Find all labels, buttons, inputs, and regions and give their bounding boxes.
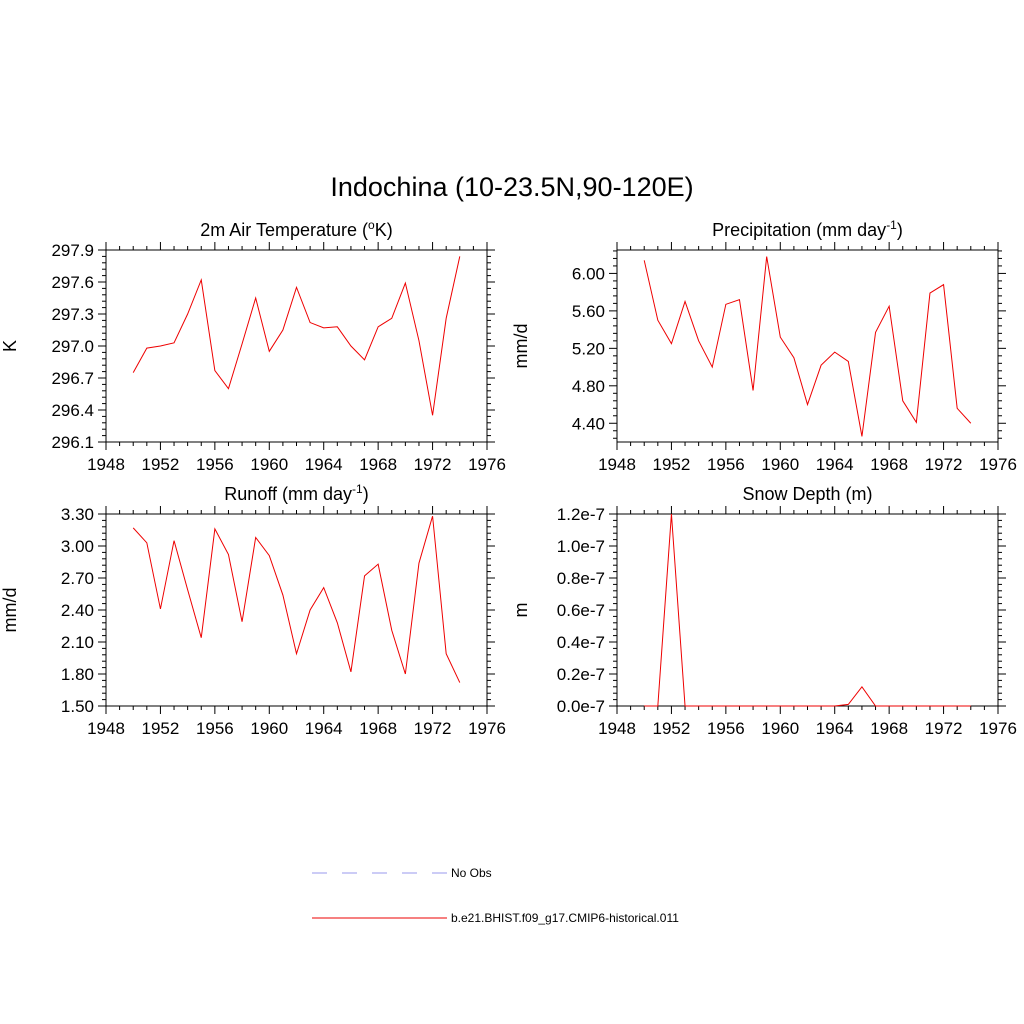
x-tick-label: 1948 [87, 455, 125, 474]
panels: 2m Air Temperature (oK)1948 1952 1956 1960 1… [0, 218, 1017, 738]
x-tick-label: 1972 [925, 719, 963, 738]
y-axis-label: m [511, 603, 531, 618]
y-tick-label: 297.9 [51, 241, 94, 260]
x-tick-label: 1960 [250, 719, 288, 738]
y-tick-label: 1.50 [61, 697, 94, 716]
y-tick-label: 2.70 [61, 569, 94, 588]
plot-frame [105, 249, 488, 443]
y-tick-label: 0.2e-7 [557, 665, 605, 684]
x-tick-label: 1948 [87, 719, 125, 738]
panel-title-main: 2m Air Temperature ( [200, 220, 368, 240]
y-axis-label: mm/d [0, 588, 20, 633]
y-tick-label: 1.2e-7 [557, 505, 605, 524]
y-tick-label: 0.6e-7 [557, 601, 605, 620]
x-tick-label: 1972 [414, 719, 452, 738]
panel-runoff: Runoff (mm day-1) 1948 1952 1956 1960 1964 196… [0, 482, 506, 738]
series-line [643, 256, 972, 437]
x-tick-label: 1956 [196, 719, 234, 738]
legend: No Obs b.e21.BHIST.f09_g17.CMIP6-historic… [312, 866, 679, 925]
y-tick-label: 296.7 [51, 369, 94, 388]
x-tick-label: 1952 [653, 455, 691, 474]
y-tick-label: 1.80 [61, 665, 94, 684]
y-tick-label: 5.60 [572, 302, 605, 321]
y-tick-label: 297.3 [51, 305, 94, 324]
panel-precipitation: Precipitation (mm day-1) 1948 1952 1956 1960… [511, 218, 1017, 474]
x-tick-label: 1972 [414, 455, 452, 474]
panel-title-main: Runoff (mm day [224, 484, 352, 504]
x-tick-label: 1968 [870, 719, 908, 738]
y-tick-label: 4.40 [572, 414, 605, 433]
x-tick-label: 1952 [142, 455, 180, 474]
panel-title-main: Precipitation (mm day [712, 220, 886, 240]
panel-title: Precipitation (mm day-1) [712, 218, 903, 240]
x-tick-label: 1976 [468, 455, 506, 474]
x-tick-label: 1968 [359, 455, 397, 474]
y-tick-label: 4.80 [572, 377, 605, 396]
panel-title-suffix: K) [375, 220, 393, 240]
x-tick-label: 1952 [653, 719, 691, 738]
panel-title: Snow Depth (m) [742, 484, 872, 504]
x-tick-label: 1964 [816, 455, 854, 474]
panel-snow-depth: Snow Depth (m) 1948 1952 1956 1960 1964 1968 19… [511, 484, 1017, 738]
y-tick-label: 0.8e-7 [557, 569, 605, 588]
series-line [132, 515, 461, 683]
x-tick-label: 1948 [598, 455, 636, 474]
x-tick-label: 1956 [707, 455, 745, 474]
x-tick-label: 1952 [142, 719, 180, 738]
y-tick-label: 297.0 [51, 337, 94, 356]
y-tick-label: 2.10 [61, 633, 94, 652]
y-tick-label: 6.00 [572, 264, 605, 283]
x-tick-label: 1960 [761, 719, 799, 738]
y-tick-label: 0.4e-7 [557, 633, 605, 652]
y-tick-label: 1.0e-7 [557, 537, 605, 556]
x-tick-label: 1968 [359, 719, 397, 738]
x-tick-label: 1956 [707, 719, 745, 738]
panel-title-superscript: o [368, 218, 375, 232]
y-tick-label: 3.00 [61, 537, 94, 556]
x-tick-label: 1964 [816, 719, 854, 738]
y-tick-label: 296.4 [51, 401, 94, 420]
x-tick-label: 1964 [305, 455, 343, 474]
legend-entry: b.e21.BHIST.f09_g17.CMIP6-historical.011 [312, 911, 679, 925]
series-line [644, 513, 971, 707]
legend-label: b.e21.BHIST.f09_g17.CMIP6-historical.011 [451, 911, 679, 925]
y-tick-label: 296.1 [51, 433, 94, 452]
x-tick-label: 1976 [468, 719, 506, 738]
plot-frame [616, 513, 999, 707]
panel-temperature: 2m Air Temperature (oK) 1948 1952 1956 1960 1… [0, 218, 506, 474]
y-axis-label: K [0, 340, 20, 352]
x-tick-label: 1960 [250, 455, 288, 474]
x-tick-label: 1976 [979, 455, 1017, 474]
y-tick-label: 5.20 [572, 339, 605, 358]
panel-title-suffix: ) [363, 484, 369, 504]
panel-title-superscript: -1 [352, 482, 363, 496]
panel-title: 2m Air Temperature (oK) [200, 218, 392, 240]
plot-frame [105, 513, 488, 707]
y-axis-label: mm/d [511, 324, 531, 369]
x-tick-label: 1948 [598, 719, 636, 738]
y-tick-label: 3.30 [61, 505, 94, 524]
x-tick-label: 1968 [870, 455, 908, 474]
x-tick-label: 1956 [196, 455, 234, 474]
panel-title-main: Snow Depth (m) [742, 484, 872, 504]
x-tick-label: 1960 [761, 455, 799, 474]
legend-entry: No Obs [312, 866, 492, 880]
x-tick-label: 1976 [979, 719, 1017, 738]
figure-title: Indochina (10-23.5N,90-120E) [330, 172, 693, 202]
panel-title-suffix: ) [897, 220, 903, 240]
panel-title-superscript: -1 [886, 218, 897, 232]
x-tick-label: 1972 [925, 455, 963, 474]
series-line [132, 256, 461, 416]
y-tick-label: 0.0e-7 [557, 697, 605, 716]
y-tick-label: 297.6 [51, 273, 94, 292]
x-tick-label: 1964 [305, 719, 343, 738]
plot-frame [616, 249, 999, 443]
y-tick-label: 2.40 [61, 601, 94, 620]
panel-title: Runoff (mm day-1) [224, 482, 368, 504]
legend-label: No Obs [451, 866, 492, 880]
